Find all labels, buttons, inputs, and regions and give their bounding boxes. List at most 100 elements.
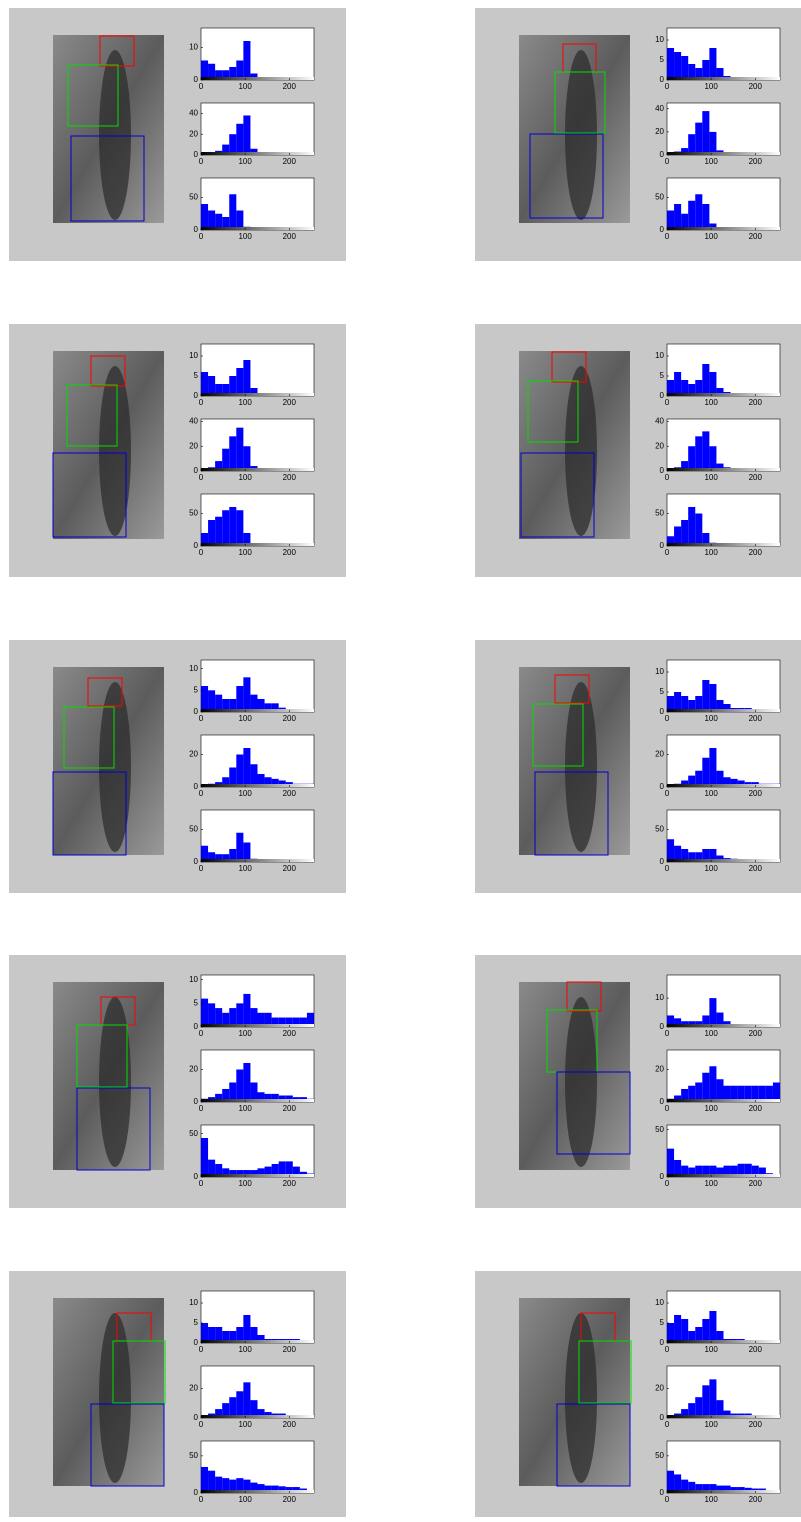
histogram-bar [709, 446, 716, 471]
x-tick-label: 100 [238, 157, 252, 166]
y-tick-label: 0 [194, 150, 199, 159]
histogram-bar [681, 56, 688, 80]
intensity-colorbar [201, 1340, 314, 1343]
intensity-colorbar [667, 393, 780, 396]
histogram-bar [702, 1319, 709, 1343]
figure: 0100200010010020002040010020005001002000… [0, 0, 801, 1517]
histogram-bar [243, 994, 250, 1027]
x-tick-label: 100 [238, 714, 252, 723]
histogram-bar [201, 1467, 208, 1493]
intensity-colorbar [201, 468, 314, 471]
histogram-bar [215, 517, 222, 546]
x-tick-label: 100 [238, 398, 252, 407]
x-tick-label: 100 [238, 1495, 252, 1504]
x-tick-label: 0 [199, 789, 204, 798]
y-tick-label: 0 [194, 1488, 199, 1497]
x-tick-label: 0 [665, 1029, 670, 1038]
y-tick-label: 20 [655, 1065, 664, 1074]
y-tick-label: 50 [189, 193, 198, 202]
x-tick-label: 100 [704, 1420, 718, 1429]
person-silhouette [99, 50, 131, 220]
histogram-bar [229, 194, 236, 230]
histogram-bar [709, 132, 716, 155]
x-tick-label: 200 [283, 473, 297, 482]
y-tick-label: 0 [194, 391, 199, 400]
histogram-bar [709, 1311, 716, 1343]
x-tick-label: 100 [704, 1495, 718, 1504]
histogram-bar [201, 1138, 208, 1177]
x-tick-label: 0 [665, 1420, 670, 1429]
y-tick-label: 5 [660, 55, 665, 64]
histogram-bar [236, 428, 243, 471]
axes-background [667, 103, 780, 155]
histogram-bar [709, 372, 716, 396]
y-tick-label: 20 [189, 129, 198, 138]
histogram-bar [208, 1471, 215, 1493]
x-tick-label: 200 [749, 1104, 763, 1113]
x-tick-label: 200 [283, 548, 297, 557]
y-tick-label: 40 [655, 417, 664, 426]
x-tick-label: 0 [199, 1420, 204, 1429]
histogram-bar [243, 748, 250, 787]
y-tick-label: 0 [660, 1022, 665, 1031]
intensity-colorbar [667, 468, 780, 471]
histogram-bar [201, 999, 208, 1027]
histogram-bar [243, 446, 250, 471]
intensity-colorbar [201, 709, 314, 712]
x-tick-label: 0 [665, 789, 670, 798]
histogram-bar [236, 1391, 243, 1418]
x-tick-label: 0 [199, 1495, 204, 1504]
x-tick-label: 100 [704, 398, 718, 407]
intensity-colorbar [667, 543, 780, 546]
y-tick-label: 20 [189, 1065, 198, 1074]
x-tick-label: 0 [665, 157, 670, 166]
y-tick-label: 50 [655, 193, 664, 202]
histogram-bar [709, 684, 716, 712]
histogram-bar [243, 115, 250, 155]
y-tick-label: 0 [660, 391, 665, 400]
histogram-bar [674, 204, 681, 230]
histogram-bar [236, 755, 243, 788]
x-tick-label: 100 [704, 1179, 718, 1188]
y-tick-label: 50 [189, 1129, 198, 1138]
x-tick-label: 200 [283, 232, 297, 241]
intensity-colorbar [201, 1024, 314, 1027]
histogram-bar [702, 1073, 709, 1102]
intensity-colorbar [667, 1340, 780, 1343]
intensity-colorbar [667, 859, 780, 862]
y-tick-label: 10 [655, 667, 664, 676]
y-tick-label: 0 [194, 466, 199, 475]
histogram-bar [236, 368, 243, 396]
y-tick-label: 50 [655, 825, 664, 834]
y-tick-label: 10 [189, 43, 198, 52]
intensity-colorbar [201, 1099, 314, 1102]
histogram-bar [674, 1315, 681, 1343]
x-tick-label: 100 [704, 1345, 718, 1354]
histogram-bar [236, 686, 243, 712]
histogram-bar [702, 364, 709, 396]
histogram-bar [681, 520, 688, 546]
y-tick-label: 50 [189, 825, 198, 834]
x-tick-label: 100 [704, 789, 718, 798]
x-tick-label: 200 [749, 1345, 763, 1354]
x-tick-label: 200 [749, 1420, 763, 1429]
y-tick-label: 5 [660, 1318, 665, 1327]
histogram-bar [243, 677, 250, 712]
x-tick-label: 100 [238, 1345, 252, 1354]
y-tick-label: 0 [194, 541, 199, 550]
x-tick-label: 100 [238, 232, 252, 241]
x-tick-label: 0 [665, 1104, 670, 1113]
x-tick-label: 200 [749, 157, 763, 166]
histogram-bar [667, 48, 674, 80]
x-tick-label: 0 [665, 1345, 670, 1354]
x-tick-label: 100 [704, 157, 718, 166]
y-tick-label: 0 [660, 857, 665, 866]
x-tick-label: 100 [238, 82, 252, 91]
x-tick-label: 200 [283, 1179, 297, 1188]
x-tick-label: 100 [238, 1420, 252, 1429]
x-tick-label: 0 [199, 1345, 204, 1354]
intensity-colorbar [667, 1024, 780, 1027]
histogram-bar [236, 833, 243, 862]
histogram-bar [674, 52, 681, 80]
intensity-colorbar [201, 393, 314, 396]
